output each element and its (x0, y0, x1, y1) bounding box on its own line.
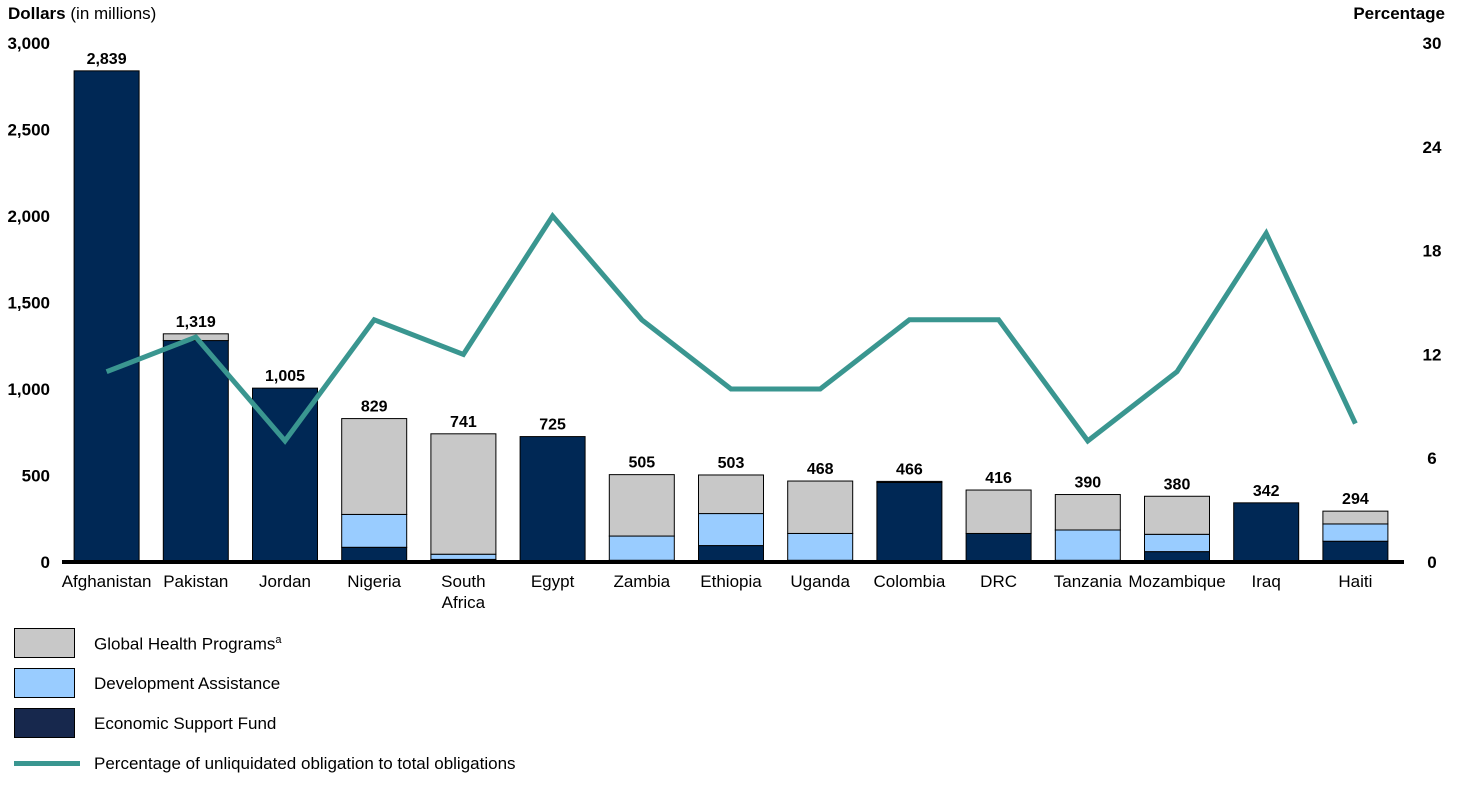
bar-development-assistance-zambia (608, 535, 675, 561)
x-tick-label: Egypt (531, 572, 575, 591)
bar-economic-support-fund-pakistan (162, 340, 229, 563)
bar-global-health-programs-ethiopia (698, 474, 764, 515)
y2-tick-label: 24 (1423, 138, 1442, 157)
x-tick-label: Ethiopia (700, 572, 762, 591)
y2-tick-label: 0 (1427, 553, 1436, 572)
x-tick-label: Pakistan (163, 572, 228, 591)
y-tick-label: 1,500 (7, 294, 50, 313)
bar-total-label: 1,005 (265, 368, 305, 385)
y-tick-label: 2,000 (7, 207, 50, 226)
legend-label-percentage-line: Percentage of unliquidated obligation to… (94, 754, 516, 773)
y-tick-label: 2,500 (7, 121, 50, 140)
y-axis-title-bold: Dollars (8, 4, 66, 23)
bar-development-assistance-uganda (787, 532, 854, 561)
chart-area: 0 500 1,000 1,500 2,000 2,500 3,000 0 6 12 18 24 30 2… (7, 34, 1442, 612)
y-axis-title-unit: (in millions) (70, 4, 157, 23)
x-tick-label: Afghanistan (62, 572, 152, 591)
legend-label-development-assistance: Development Assistance (94, 674, 281, 693)
x-tick-label: Mozambique (1128, 572, 1225, 591)
legend-label-economic-support-fund: Economic Support Fund (94, 714, 277, 733)
bar-economic-support-fund-afghanistan (73, 70, 140, 563)
bar-total-label: 342 (1253, 483, 1280, 500)
x-tick-label: Nigeria (347, 572, 401, 591)
bar-total-label: 741 (450, 414, 477, 431)
legend-swatch-economic-support-fund (14, 708, 75, 738)
legend-swatch-percentage-line (14, 761, 80, 766)
y2-tick-label: 6 (1427, 449, 1436, 468)
y-axis-title: Dollars (in millions) (8, 4, 156, 24)
legend-label-global-health: Global Health Programsa (94, 634, 282, 654)
bar-total-label: 2,839 (87, 51, 127, 68)
x-tick-label: Colombia (873, 572, 945, 591)
bar-economic-support-fund-colombia (876, 481, 943, 563)
bar-total-label: 390 (1074, 475, 1101, 492)
bar-total-label: 294 (1342, 491, 1369, 508)
bar-development-assistance-south-africa (430, 553, 497, 560)
y-tick-label: 1,000 (7, 380, 50, 399)
bar-global-health-programs-uganda (787, 480, 854, 534)
bar-total-label: 505 (628, 455, 655, 472)
bar-total-label: 829 (361, 399, 388, 416)
bar-global-health-programs-south-africa (430, 433, 497, 555)
y-tick-label: 500 (22, 467, 50, 486)
bar-global-health-programs-drc (965, 489, 1032, 534)
x-tick-label: South Africa (441, 572, 485, 612)
legend-swatch-development-assistance (14, 668, 75, 698)
bar-global-health-programs-nigeria (341, 418, 408, 515)
bar-global-health-programs-mozambique (1144, 495, 1210, 535)
percentage-line (105, 211, 1358, 445)
bar-economic-support-fund-drc (965, 532, 1032, 563)
bar-global-health-programs-colombia (876, 480, 943, 483)
bar-development-assistance-nigeria (341, 513, 408, 548)
bar-economic-support-fund-nigeria (341, 546, 408, 563)
x-tick-label: Uganda (790, 572, 850, 591)
bar-total-label: 725 (539, 417, 566, 434)
bar-development-assistance-tanzania (1054, 529, 1121, 561)
x-tick-label: DRC (980, 572, 1017, 591)
bar-economic-support-fund-haiti (1322, 540, 1389, 563)
y2-axis-title: Percentage (1353, 4, 1445, 23)
bar-economic-support-fund-iraq (1233, 502, 1300, 563)
x-tick-label: Tanzania (1054, 572, 1123, 591)
y-tick-label: 3,000 (7, 34, 50, 53)
y2-tick-label: 12 (1423, 345, 1442, 364)
x-tick-label: Iraq (1252, 572, 1281, 591)
bar-total-label: 1,319 (176, 314, 216, 331)
bar-total-label: 468 (807, 461, 834, 478)
bar-development-assistance-ethiopia (698, 513, 764, 547)
x-tick-label: Zambia (613, 572, 670, 591)
x-tick-label: Jordan (259, 572, 311, 591)
bar-economic-support-fund-ethiopia (698, 545, 764, 563)
bar-total-label: 466 (896, 461, 923, 478)
y-tick-label: 0 (41, 553, 50, 572)
y2-tick-label: 30 (1423, 34, 1442, 53)
bar-total-label: 416 (985, 470, 1012, 487)
bar-global-health-programs-zambia (608, 474, 675, 537)
bar-total-label: 503 (718, 455, 745, 472)
bar-global-health-programs-tanzania (1054, 494, 1121, 531)
bar-economic-support-fund-egypt (519, 436, 586, 563)
y2-tick-label: 18 (1423, 242, 1442, 261)
legend-swatch-global-health (14, 628, 75, 658)
bar-development-assistance-mozambique (1144, 533, 1210, 553)
bar-total-label: 380 (1164, 476, 1191, 493)
bar-global-health-programs-haiti (1322, 510, 1389, 525)
x-tick-label: Haiti (1338, 572, 1372, 591)
bar-development-assistance-haiti (1322, 523, 1389, 542)
